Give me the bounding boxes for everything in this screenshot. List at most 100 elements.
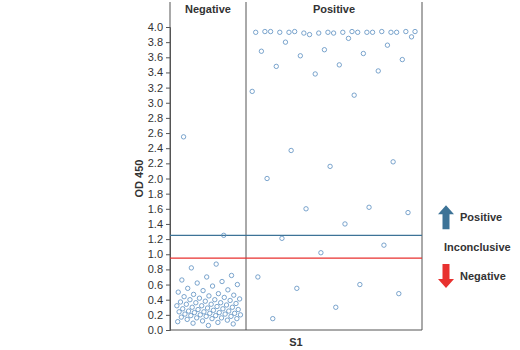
point — [236, 307, 240, 311]
y-axis-line — [166, 28, 171, 331]
y-tick-label: 2.2 — [148, 157, 163, 169]
y-tick: 2.8 — [148, 112, 170, 124]
annotations: PositiveInconclusiveNegative — [438, 205, 511, 288]
y-tick-mark — [166, 239, 170, 240]
point — [224, 303, 228, 307]
y-tick: 2.0 — [148, 173, 170, 185]
y-tick-label: 3.4 — [148, 66, 163, 78]
point — [367, 205, 371, 209]
point — [355, 30, 359, 34]
point — [268, 29, 272, 33]
y-tick-label: 0.6 — [148, 279, 163, 291]
point — [334, 305, 338, 309]
y-tick: 0.0 — [148, 324, 170, 336]
y-tick-mark — [166, 194, 170, 195]
y-tick-label: 4.0 — [148, 21, 163, 33]
point — [394, 30, 398, 34]
point — [189, 266, 193, 270]
y-tick: 0.6 — [148, 279, 170, 291]
point — [222, 233, 226, 237]
point — [350, 29, 354, 33]
threshold-line — [170, 235, 422, 236]
y-tick-label: 2.4 — [148, 142, 163, 154]
point — [271, 316, 275, 320]
y-tick-mark — [166, 148, 170, 149]
y-tick-label: 2.0 — [148, 173, 163, 185]
y-tick: 0.8 — [148, 263, 170, 275]
point — [230, 305, 234, 309]
y-tick: 1.4 — [148, 218, 170, 230]
point — [228, 298, 232, 302]
y-tick-mark — [166, 179, 170, 180]
y-tick-label: 0.8 — [148, 263, 163, 275]
y-tick-mark — [166, 57, 170, 58]
y-axis-title: OD 450 — [133, 160, 145, 198]
point — [302, 31, 306, 35]
point — [313, 72, 317, 76]
y-tick-label: 3.8 — [148, 36, 163, 48]
point — [232, 293, 236, 297]
point — [341, 30, 345, 34]
y-tick-label: 1.2 — [148, 233, 163, 245]
point — [176, 319, 180, 323]
point — [400, 57, 404, 61]
point — [406, 210, 410, 214]
point — [331, 31, 335, 35]
point — [221, 307, 225, 311]
point — [283, 40, 287, 44]
point — [229, 314, 233, 318]
y-tick: 1.8 — [148, 188, 170, 200]
point — [380, 29, 384, 33]
point — [326, 30, 330, 34]
point — [250, 89, 254, 93]
y-tick: 0.2 — [148, 309, 170, 321]
point — [195, 281, 199, 285]
arrow — [438, 205, 454, 229]
y-tick-mark — [166, 254, 170, 255]
point — [389, 30, 393, 34]
point — [223, 312, 227, 316]
y-tick-label: 1.4 — [148, 218, 163, 230]
point — [304, 207, 308, 211]
point — [215, 304, 219, 308]
point — [179, 315, 183, 319]
point — [214, 262, 218, 266]
point — [361, 51, 365, 55]
point — [278, 30, 282, 34]
x-axis-line — [170, 330, 422, 331]
y-tick-label: 0.2 — [148, 309, 163, 321]
point — [343, 222, 347, 226]
panel-border — [246, 2, 247, 330]
point — [218, 301, 222, 305]
point — [256, 275, 260, 279]
panel-border — [422, 2, 423, 330]
point — [409, 35, 413, 39]
point — [404, 29, 408, 33]
point — [376, 69, 380, 73]
point — [235, 316, 239, 320]
point — [186, 286, 190, 290]
point — [219, 316, 223, 320]
x-axis-title: S1 — [289, 336, 302, 348]
y-tick-label: 0.4 — [148, 294, 163, 306]
y-tick-mark — [166, 285, 170, 286]
y-tick-label: 1.6 — [148, 203, 163, 215]
point — [182, 294, 186, 298]
point — [370, 30, 374, 34]
point — [220, 279, 224, 283]
point — [307, 32, 311, 36]
point — [225, 318, 229, 322]
annotation: Negative — [460, 270, 506, 282]
point — [197, 296, 201, 300]
y-tick-mark — [166, 103, 170, 104]
point — [194, 301, 198, 305]
y-tick-label: 1.0 — [148, 248, 163, 260]
y-tick-mark — [166, 118, 170, 119]
point — [322, 48, 326, 52]
y-tick-mark — [166, 269, 170, 270]
point — [177, 310, 181, 314]
point — [210, 316, 214, 320]
point — [180, 278, 184, 282]
y-tick-label: 3.0 — [148, 97, 163, 109]
point — [200, 319, 204, 323]
